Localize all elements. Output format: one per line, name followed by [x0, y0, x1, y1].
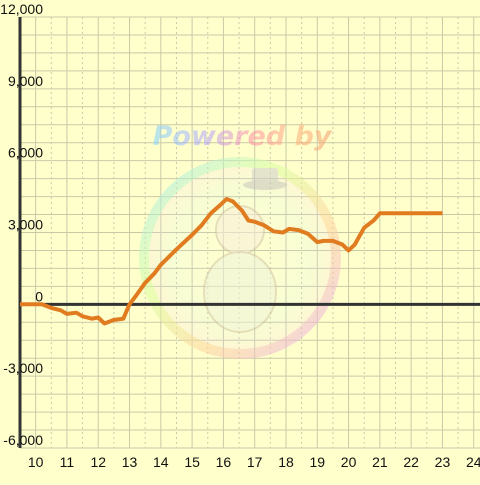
x-tick-label: 12	[90, 454, 106, 470]
x-tick-label: 18	[278, 454, 294, 470]
watermark-text: Powered by	[153, 121, 333, 152]
watermark: Powered by	[139, 121, 341, 359]
x-tick-label: 22	[403, 454, 419, 470]
x-tick-label: 11	[60, 454, 75, 470]
watermark-figure-head	[215, 205, 265, 255]
watermark-figure-hat-brim	[243, 180, 287, 190]
series-line	[20, 197, 443, 326]
x-tick-label: 10	[28, 454, 44, 470]
x-tick-label: 23	[435, 454, 451, 470]
y-tick-label: 9,000	[8, 73, 43, 89]
y-tick-label: 6,000	[8, 145, 43, 161]
y-tick-label: -6,000	[3, 432, 43, 448]
series-layer	[20, 197, 443, 326]
x-tick-label: 15	[184, 454, 200, 470]
y-tick-label: 12,000	[0, 1, 43, 17]
x-tick-label: 14	[153, 454, 169, 470]
label-layer: -6,000 -3,000 0 3,000 6,000 9,000 12,000 10 11 12…	[0, 1, 480, 470]
x-tick-label: 20	[341, 454, 357, 470]
x-tick-label: 24	[466, 454, 480, 470]
watermark-figure-hat	[252, 168, 278, 184]
x-tick-label: 19	[309, 454, 325, 470]
x-tick-label: 17	[247, 454, 263, 470]
y-tick-label: 3,000	[8, 217, 43, 233]
x-tick-label: 21	[372, 454, 388, 470]
x-tick-label: 13	[122, 454, 138, 470]
y-tick-label: -3,000	[3, 360, 43, 376]
axis-layer	[18, 17, 480, 448]
y-tick-label: 0	[35, 288, 43, 304]
watermark-figure-body	[203, 251, 277, 333]
x-tick-label: 16	[216, 454, 232, 470]
